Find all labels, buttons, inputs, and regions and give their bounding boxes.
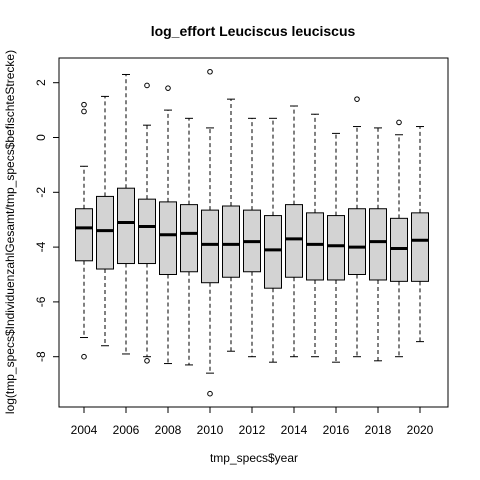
box-2008 — [160, 86, 177, 364]
y-axis-label: log(tmp_specs$IndividuenzahlGesamt/tmp_s… — [3, 50, 17, 414]
box-iqr — [118, 188, 135, 263]
box-2020 — [412, 127, 429, 342]
x-tick-label: 2014 — [281, 423, 308, 437]
outlier-point — [208, 69, 213, 74]
box-iqr — [370, 209, 387, 280]
box-iqr — [97, 196, 114, 269]
outlier-point — [145, 359, 150, 364]
box-iqr — [76, 209, 93, 261]
chart-title: log_effort Leuciscus leuciscus — [151, 23, 356, 39]
box-2006 — [118, 74, 135, 353]
x-tick-label: 2016 — [323, 423, 350, 437]
box-2010 — [202, 69, 219, 396]
box-iqr — [349, 209, 366, 275]
y-tick-label: -2 — [34, 187, 48, 198]
x-tick-label: 2012 — [239, 423, 266, 437]
y-tick-label: -4 — [34, 241, 48, 252]
box-iqr — [328, 216, 345, 280]
box-iqr — [412, 213, 429, 282]
y-tick-label: -6 — [34, 296, 48, 307]
box-iqr — [307, 213, 324, 280]
box-iqr — [181, 205, 198, 272]
box-2015 — [307, 114, 324, 356]
boxes-layer — [76, 69, 429, 396]
box-iqr — [160, 202, 177, 275]
x-axis: 2004 2006 2008 2010 2012 2014 2016 2018 2020 — [71, 407, 434, 437]
outlier-point — [82, 109, 87, 114]
y-tick-label: 2 — [34, 79, 48, 86]
box-iqr — [265, 216, 282, 289]
box-2007 — [139, 83, 156, 363]
box-2019 — [391, 120, 408, 357]
box-2018 — [370, 128, 387, 361]
box-2009 — [181, 118, 198, 365]
box-2004 — [76, 102, 93, 359]
x-tick-label: 2018 — [365, 423, 392, 437]
box-2013 — [265, 118, 282, 362]
x-tick-label: 2020 — [407, 423, 434, 437]
outlier-point — [82, 102, 87, 107]
box-2014 — [286, 106, 303, 357]
outlier-point — [397, 120, 402, 125]
y-axis: -8 -6 -4 -2 0 2 — [34, 79, 59, 362]
box-2017 — [349, 97, 366, 357]
x-tick-label: 2010 — [197, 423, 224, 437]
x-tick-label: 2006 — [113, 423, 140, 437]
x-axis-label: tmp_specs$year — [210, 451, 298, 465]
box-iqr — [139, 199, 156, 263]
box-iqr — [202, 210, 219, 283]
box-iqr — [286, 205, 303, 278]
box-2005 — [97, 96, 114, 345]
outlier-point — [145, 83, 150, 88]
box-iqr — [223, 206, 240, 277]
y-tick-label: 0 — [34, 134, 48, 141]
outlier-point — [208, 391, 213, 396]
y-tick-label: -8 — [34, 351, 48, 362]
box-2012 — [244, 118, 261, 356]
box-2011 — [223, 99, 240, 351]
outlier-point — [166, 86, 171, 91]
x-tick-label: 2008 — [155, 423, 182, 437]
outlier-point — [82, 354, 87, 359]
x-tick-label: 2004 — [71, 423, 98, 437]
outlier-point — [355, 97, 360, 102]
box-2016 — [328, 133, 345, 362]
